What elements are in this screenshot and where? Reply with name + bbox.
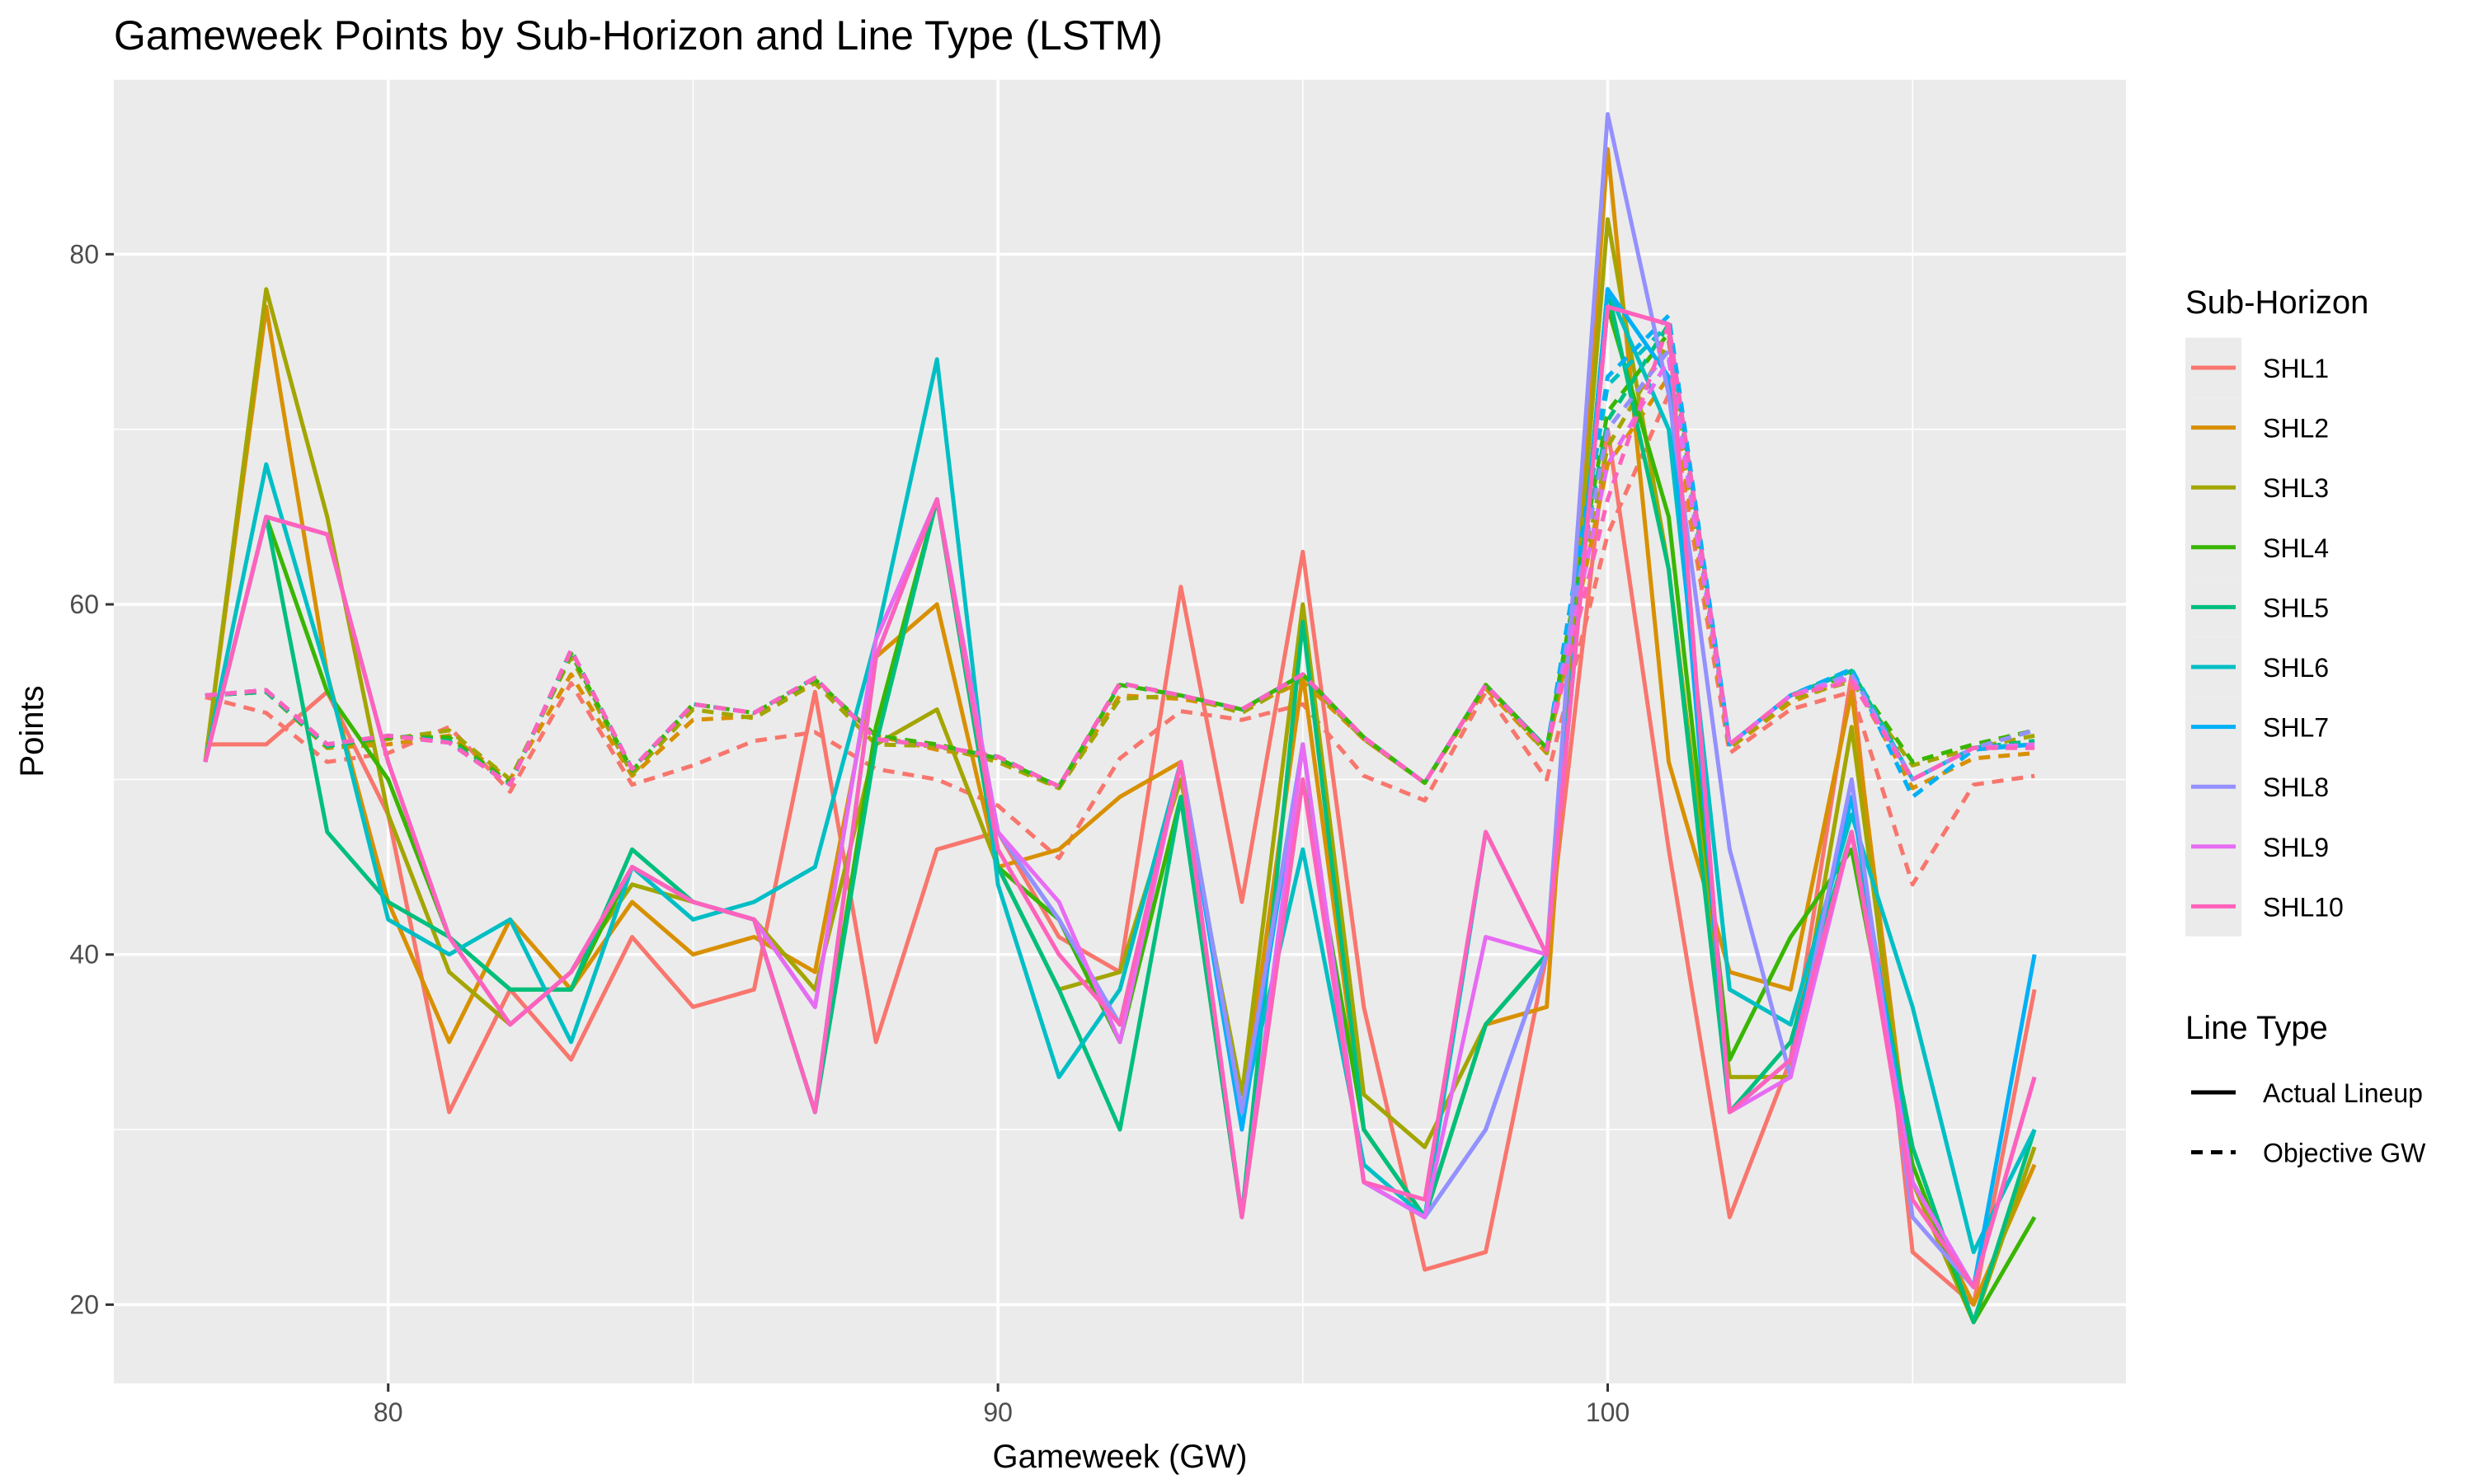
shl1-objective-gw-line xyxy=(205,392,2035,887)
legend-label-shl8: SHL8 xyxy=(2263,773,2329,802)
x-tick-label: 80 xyxy=(374,1397,403,1427)
axes: 80 90 100 20 40 60 80 xyxy=(69,239,1630,1427)
legend-linetype-title: Line Type xyxy=(2185,1010,2328,1046)
legend-color-title: Sub-Horizon xyxy=(2185,284,2368,321)
y-tick-label: 20 xyxy=(69,1289,99,1319)
y-tick-label: 80 xyxy=(69,239,99,269)
shl10-objective-gw-line xyxy=(205,322,2035,789)
legend-label-objective-gw: Objective GW xyxy=(2263,1139,2426,1168)
legend-label-shl6: SHL6 xyxy=(2263,653,2329,683)
legend-label-shl9: SHL9 xyxy=(2263,833,2329,862)
legend-label-shl2: SHL2 xyxy=(2263,414,2329,444)
y-tick-label: 60 xyxy=(69,589,99,619)
shl10-actual-lineup-line xyxy=(203,304,2037,1289)
series-lines xyxy=(203,112,2037,1325)
legend-label-shl4: SHL4 xyxy=(2263,533,2329,563)
legend-label-shl1: SHL1 xyxy=(2263,354,2329,383)
legend-label-actual-lineup: Actual Lineup xyxy=(2263,1078,2423,1108)
chart-title: Gameweek Points by Sub-Horizon and Line … xyxy=(114,12,1163,59)
y-axis-title: Points xyxy=(14,685,50,777)
legend-linetype-items: Actual Lineup Objective GW xyxy=(2191,1078,2426,1168)
legend: Sub-Horizon SHL1 SHL2 SHL3 SHL4 SHL5 SHL6 SHL7… xyxy=(2185,284,2426,1168)
legend-label-shl10: SHL10 xyxy=(2263,892,2344,922)
x-tick-label: 90 xyxy=(983,1397,1013,1427)
x-tick-label: 100 xyxy=(1586,1397,1630,1427)
legend-color-items: SHL1 SHL2 SHL3 SHL4 SHL5 SHL6 SHL7 SHL8 SHL9 SHL1… xyxy=(2185,337,2344,937)
shl6-actual-lineup-line xyxy=(203,287,2037,1255)
minor-gridlines xyxy=(114,78,2126,1383)
legend-label-shl5: SHL5 xyxy=(2263,593,2329,622)
plot-panel xyxy=(114,79,2126,1383)
legend-label-shl7: SHL7 xyxy=(2263,713,2329,743)
legend-label-shl3: SHL3 xyxy=(2263,473,2329,503)
y-tick-label: 40 xyxy=(69,940,99,970)
x-axis-title: Gameweek (GW) xyxy=(993,1439,1248,1475)
